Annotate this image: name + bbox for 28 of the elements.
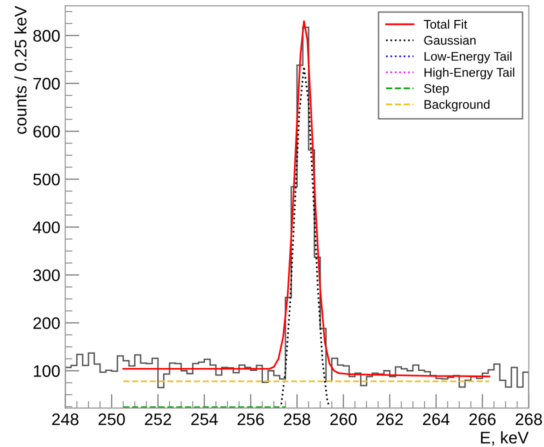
y-axis-title: counts / 0.25 keV — [14, 6, 27, 134]
y-tick-label: 300 — [33, 269, 60, 282]
x-tick-label: 260 — [330, 413, 357, 426]
x-tick-label: 266 — [469, 413, 496, 426]
y-tick-label: 400 — [32, 221, 60, 234]
legend-label: Gaussian — [424, 36, 476, 45]
y-tick-label: 100 — [34, 365, 60, 377]
y-tick-label: 800 — [33, 30, 60, 42]
x-tick-label: 258 — [284, 413, 310, 426]
legend-label: Background — [424, 100, 490, 112]
x-tick-label: 254 — [191, 413, 218, 426]
y-tick-label: 500 — [33, 174, 60, 186]
x-tick-label: 268 — [516, 413, 542, 426]
line-series — [280, 66, 330, 408]
x-tick-label: 264 — [423, 413, 450, 426]
legend-label: Low-Energy Tail — [424, 52, 512, 64]
x-tick-label: 262 — [376, 413, 403, 426]
x-tick-label: 252 — [144, 413, 172, 426]
x-axis-title: E, keV — [481, 431, 529, 446]
y-tick-label: 200 — [33, 317, 60, 330]
legend-label: Step — [424, 84, 449, 96]
x-tick-label: 256 — [238, 413, 264, 426]
y-tick-label: 700 — [33, 78, 60, 90]
y-tick-label: 600 — [33, 126, 60, 138]
x-tick-label: 248 — [52, 413, 78, 426]
legend-label: High-Energy Tail — [424, 68, 514, 80]
legend-label: Total Fit — [424, 20, 468, 29]
x-tick-label: 250 — [98, 413, 125, 426]
